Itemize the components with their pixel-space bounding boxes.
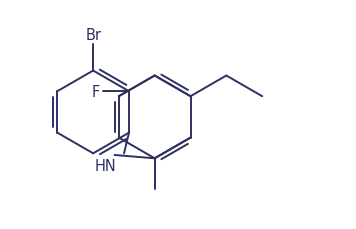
Text: HN: HN bbox=[95, 159, 116, 174]
Text: Br: Br bbox=[85, 28, 101, 43]
Text: F: F bbox=[92, 84, 100, 99]
